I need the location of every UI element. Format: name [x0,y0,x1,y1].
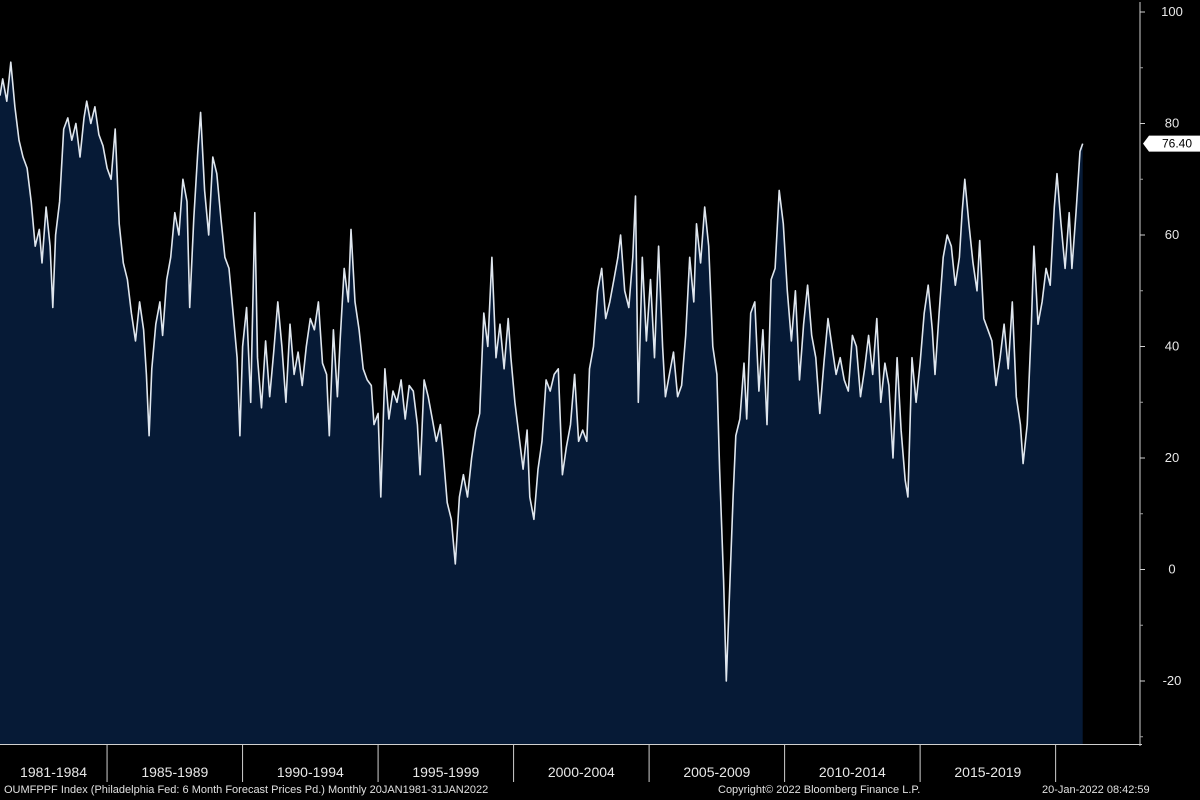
last-value-text: 76.40 [1162,137,1192,151]
y-tick-label: 80 [1165,116,1179,131]
series-line [0,61,1084,682]
x-tick-label: 1990-1994 [277,764,344,780]
footer-copyright: Copyright© 2022 Bloomberg Finance L.P. [718,784,921,796]
last-value-tag [1143,135,1200,152]
x-tick-label: 2000-2004 [548,764,615,780]
footer-source: OUMFPPF Index (Philadelphia Fed: 6 Month… [4,784,489,796]
footer-timestamp: 20-Jan-2022 08:42:59 [1042,784,1150,796]
y-tick-label: -20 [1163,673,1182,688]
x-tick-label: 1981-1984 [20,764,87,780]
x-tick-label: 1985-1989 [141,764,208,780]
y-tick-label: 20 [1165,450,1179,465]
x-tick-label: 2005-2009 [683,764,750,780]
x-axis-ticks: 1981-1984 1985-1989 1990-1994 1995-1999 2000… [20,744,1057,782]
y-axis-ticks: 100 80 60 40 20 0 -20 [1140,4,1183,738]
series-area [0,62,1083,744]
y-tick-label: 100 [1161,4,1183,19]
last-value-label: 76.40 [1143,135,1200,152]
footer-bar: OUMFPPF Index (Philadelphia Fed: 6 Month… [0,783,1200,800]
x-tick-label: 2015-2019 [954,764,1021,780]
y-tick-label: 60 [1165,227,1179,242]
y-tick-label: 0 [1168,562,1175,577]
y-tick-label: 40 [1165,339,1179,354]
chart-svg: 100 80 60 40 20 0 -20 1981-1984 1985-1989 1990-1… [0,0,1200,783]
x-tick-label: 2010-2014 [819,764,886,780]
x-tick-label: 1995-1999 [412,764,479,780]
